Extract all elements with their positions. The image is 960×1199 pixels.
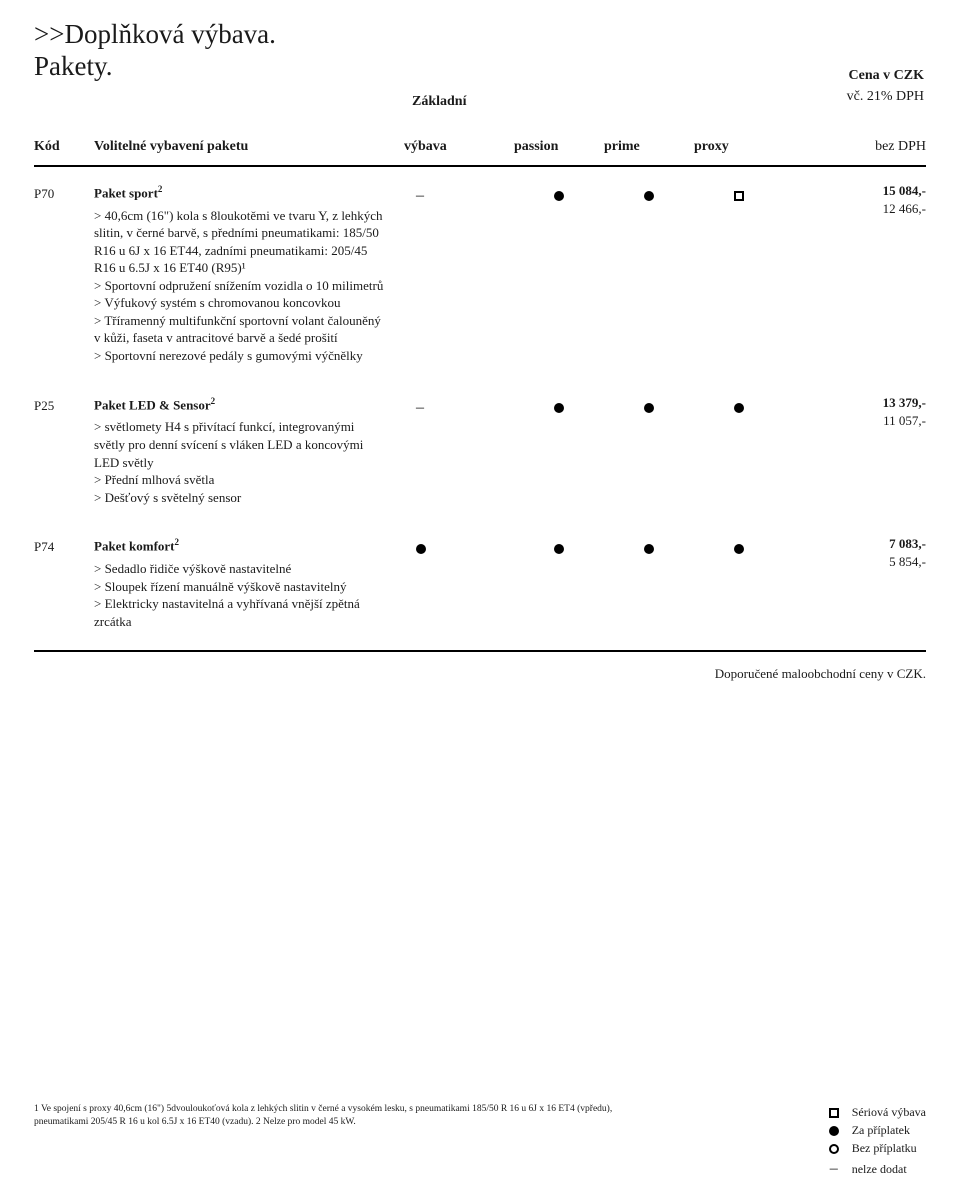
row-title: Paket komfort2 (94, 536, 384, 555)
row-marks: – (404, 183, 784, 205)
mark-passion (514, 399, 604, 415)
dot-icon (644, 191, 654, 201)
legend-seriova-label: Sériová výbava (852, 1103, 926, 1121)
legend-bezpriplatku: Bez příplatku (826, 1139, 926, 1157)
price-incl-vat: 13 379,- (784, 395, 926, 411)
square-open-icon (829, 1108, 839, 1118)
zakladni-label: Základní (412, 94, 466, 110)
footnote-text: 1 Ve spojení s proxy 40,6cm (16") 5dvoul… (34, 1103, 634, 1129)
legend-seriova: Sériová výbava (826, 1103, 926, 1121)
detail-line: > Tříramenný multifunkční sportovní vola… (94, 312, 384, 347)
table-row: P25Paket LED & Sensor2 > světlomety H4 s … (34, 379, 926, 521)
mark-passion (514, 540, 604, 556)
dash-icon: – (416, 399, 424, 417)
row-description: Paket sport2 > 40,6cm (16") kola s 8louko… (94, 183, 404, 365)
dot-icon (554, 191, 564, 201)
legend-bezpriplatku-label: Bez příplatku (852, 1139, 917, 1157)
legend-nelze: – nelze dodat (826, 1157, 926, 1181)
row-prices: 7 083,- 5 854,- (784, 536, 926, 570)
header-proxy: proxy (694, 139, 784, 155)
mark-proxy (694, 540, 784, 556)
detail-line: > 40,6cm (16") kola s 8loukotěmi ve tvar… (94, 207, 384, 277)
row-code: P70 (34, 183, 94, 202)
header-passion: passion (514, 139, 604, 155)
price-header-block: Cena v CZK vč. 21% DPH (847, 68, 924, 105)
mark-proxy (694, 187, 784, 203)
header-vybava: výbava (404, 139, 514, 155)
circle-open-icon (829, 1144, 839, 1154)
mark-vybava: – (404, 399, 514, 417)
legend-zapriplatek: Za příplatek (826, 1121, 926, 1139)
heading-line-1: >>Doplňková výbava. (34, 18, 926, 50)
dash-icon: – (416, 187, 424, 205)
legend-zapriplatek-label: Za příplatek (852, 1121, 910, 1139)
row-title: Paket sport2 (94, 183, 384, 202)
heading-line-2: Pakety. (34, 50, 926, 82)
mark-passion (514, 187, 604, 203)
header-volitelne: Volitelné vybavení paketu (94, 139, 404, 155)
table-row: P70Paket sport2 > 40,6cm (16") kola s 8lo… (34, 167, 926, 379)
legend-nelze-label: nelze dodat (852, 1160, 907, 1178)
table-row: P74Paket komfort2 > Sedadlo řidiče výškov… (34, 520, 926, 644)
row-prices: 15 084,- 12 466,- (784, 183, 926, 217)
detail-line: > Sportovní odpružení snížením vozidla o… (94, 277, 384, 295)
detail-line: > Elektricky nastavitelná a vyhřívaná vn… (94, 595, 384, 630)
detail-line: > Přední mlhová světla (94, 471, 384, 489)
square-open-icon (734, 191, 744, 201)
table-body: P70Paket sport2 > 40,6cm (16") kola s 8lo… (34, 167, 926, 644)
row-code: P74 (34, 536, 94, 555)
mark-proxy (694, 399, 784, 415)
header-kod: Kód (34, 139, 94, 155)
dot-icon (554, 544, 564, 554)
mark-prime (604, 540, 694, 556)
table-header-row: Kód Volitelné vybavení paketu výbava pas… (34, 139, 926, 167)
row-description: Paket LED & Sensor2 > světlomety H4 s při… (94, 395, 404, 507)
dot-icon (554, 403, 564, 413)
header-bez-dph: bez DPH (784, 139, 926, 155)
row-code: P25 (34, 395, 94, 414)
row-marks: – (404, 395, 784, 417)
row-description: Paket komfort2 > Sedadlo řidiče výškově n… (94, 536, 404, 630)
detail-line: > Výfukový systém s chromovanou koncovko… (94, 294, 384, 312)
row-prices: 13 379,- 11 057,- (784, 395, 926, 429)
detail-line: > Sloupek řízení manuálně výškově nastav… (94, 578, 384, 596)
detail-line: > Sportovní nerezové pedály s gumovými v… (94, 347, 384, 365)
price-excl-vat: 5 854,- (784, 554, 926, 570)
detail-line: > světlomety H4 s přivítací funkcí, inte… (94, 418, 384, 471)
price-incl-vat: 7 083,- (784, 536, 926, 552)
page-heading: >>Doplňková výbava. Pakety. (34, 18, 926, 83)
page-footer: 1 Ve spojení s proxy 40,6cm (16") 5dvoul… (34, 1103, 926, 1181)
dot-icon (829, 1126, 839, 1136)
row-title: Paket LED & Sensor2 (94, 395, 384, 414)
mark-prime (604, 187, 694, 203)
dot-icon (644, 403, 654, 413)
bottom-divider (34, 650, 926, 652)
detail-line: > Sedadlo řidiče výškově nastavitelné (94, 560, 384, 578)
price-excl-vat: 11 057,- (784, 413, 926, 429)
row-marks (404, 536, 784, 556)
legend-block: Sériová výbava Za příplatek Bez příplatk… (826, 1103, 926, 1181)
mark-prime (604, 399, 694, 415)
vc-dph-label: vč. 21% DPH (847, 89, 924, 105)
dot-icon (734, 544, 744, 554)
dot-icon (734, 403, 744, 413)
mark-vybava (404, 540, 514, 556)
cena-label: Cena v CZK (847, 68, 924, 84)
dot-icon (644, 544, 654, 554)
price-incl-vat: 15 084,- (784, 183, 926, 199)
dot-icon (416, 544, 426, 554)
dash-icon: – (830, 1157, 838, 1181)
detail-line: > Dešťový s světelný sensor (94, 489, 384, 507)
recommended-prices-label: Doporučené maloobchodní ceny v CZK. (34, 666, 926, 682)
mark-vybava: – (404, 187, 514, 205)
price-excl-vat: 12 466,- (784, 201, 926, 217)
header-prime: prime (604, 139, 694, 155)
